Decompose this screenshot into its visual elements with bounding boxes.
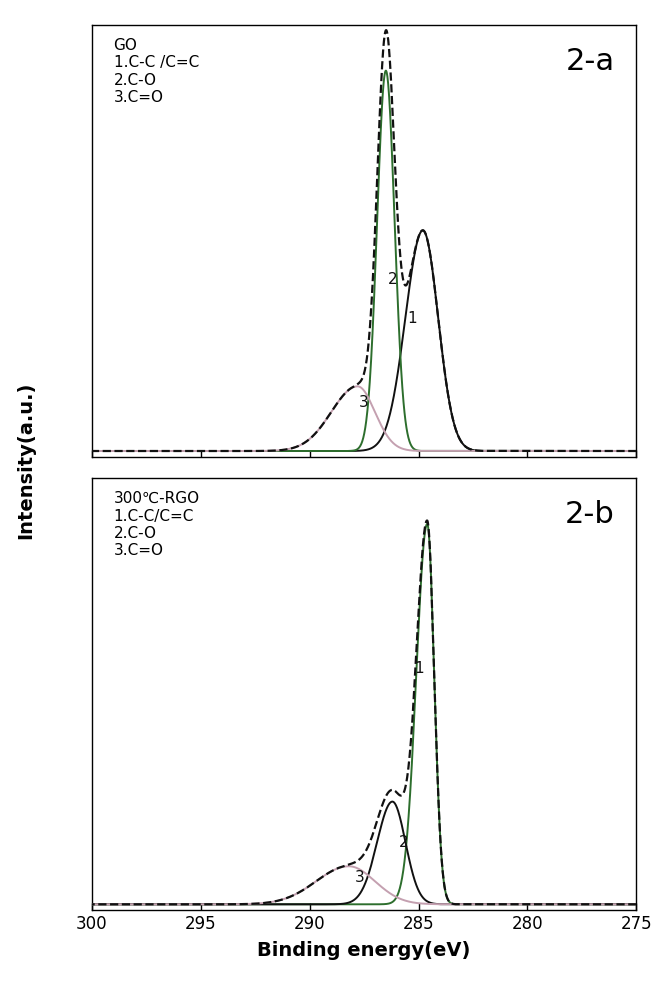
Text: 1: 1 xyxy=(407,311,417,326)
Text: Intensity(a.u.): Intensity(a.u.) xyxy=(17,381,35,539)
Text: 1: 1 xyxy=(415,661,424,676)
Text: 3: 3 xyxy=(359,395,369,410)
Text: 2: 2 xyxy=(398,835,408,850)
Text: 300℃-RGO
1.C-C/C=C
2.C-O
3.C=O: 300℃-RGO 1.C-C/C=C 2.C-O 3.C=O xyxy=(113,491,199,558)
Text: 2-b: 2-b xyxy=(565,500,615,529)
Text: 2-a: 2-a xyxy=(565,47,615,76)
Text: 2: 2 xyxy=(388,272,397,287)
Text: 3: 3 xyxy=(355,870,365,885)
Text: GO
1.C-C /C=C
2.C-O
3.C=O: GO 1.C-C /C=C 2.C-O 3.C=O xyxy=(113,38,199,105)
X-axis label: Binding energy(eV): Binding energy(eV) xyxy=(257,941,471,960)
